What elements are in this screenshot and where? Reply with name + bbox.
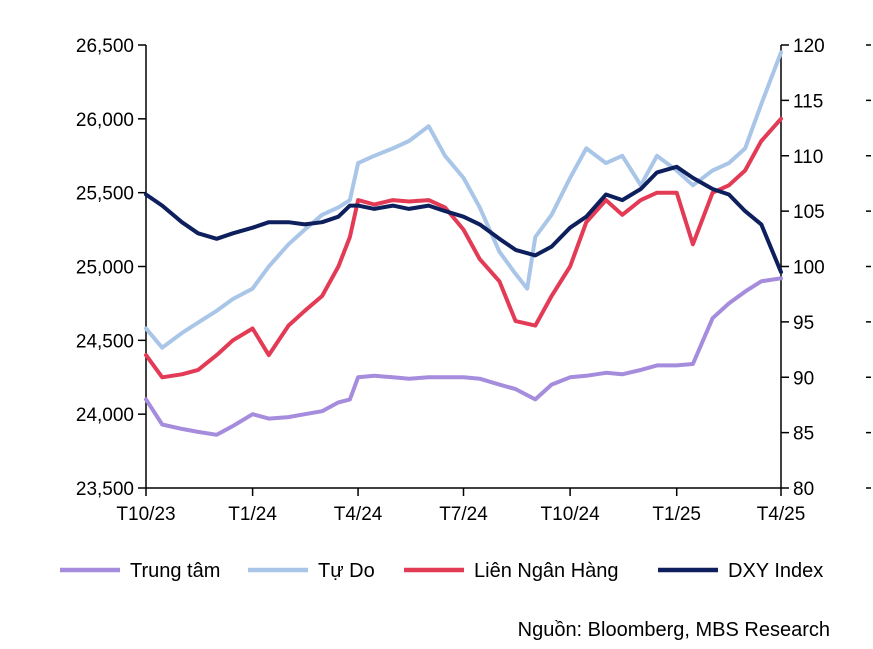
series-line-liên-ngân-hàng bbox=[144, 116, 783, 380]
y-left-tick-label: 24,000 bbox=[76, 405, 134, 426]
y-right-tick-label: 85 bbox=[793, 424, 814, 445]
y-right-tick-label: 115 bbox=[793, 91, 823, 112]
plot-area bbox=[144, 50, 783, 437]
x-tick-label: T4/24 bbox=[334, 504, 383, 525]
legend-label: Tự Do bbox=[318, 560, 375, 582]
x-tick-label: T7/24 bbox=[439, 504, 488, 525]
y-left-tick-label: 23,500 bbox=[76, 479, 134, 500]
y-left-tick-label: 26,500 bbox=[76, 36, 134, 57]
x-tick-label: T1/24 bbox=[228, 504, 277, 525]
y-right-tick-label: 105 bbox=[793, 202, 825, 223]
y-right-tick-label: 120 bbox=[793, 36, 825, 57]
legend-label: DXY Index bbox=[728, 560, 823, 582]
y-right-tick-label: 100 bbox=[793, 258, 825, 279]
x-tick-label: T10/23 bbox=[116, 504, 175, 525]
y-right-tick-label: 80 bbox=[793, 479, 814, 500]
x-tick-label: T1/25 bbox=[652, 504, 701, 525]
x-tick-label: T10/24 bbox=[541, 504, 601, 525]
series-line-trung-tâm bbox=[144, 276, 783, 437]
y-left-tick-label: 25,500 bbox=[76, 184, 134, 205]
y-right-tick-label: 95 bbox=[793, 313, 814, 334]
y-left-tick-label: 25,000 bbox=[76, 258, 134, 279]
y-left-tick-label: 26,000 bbox=[76, 110, 134, 131]
series-line-tự-do bbox=[144, 50, 783, 350]
legend-label: Liên Ngân Hàng bbox=[474, 560, 619, 582]
y-right-tick-label: 110 bbox=[793, 147, 823, 168]
y-left-tick-label: 24,500 bbox=[76, 331, 134, 352]
series-line-dxy-index bbox=[144, 164, 783, 274]
x-tick-label: T4/25 bbox=[757, 504, 806, 525]
legend: Trung tâm Tự Do Liên Ngân Hàng DXY Index bbox=[60, 560, 823, 582]
source-note: Nguồn: Bloomberg, MBS Research bbox=[517, 619, 830, 641]
legend-label: Trung tâm bbox=[130, 560, 220, 582]
axes: 23,500 24,000 24,500 25,000 25,500 26,000 26,5… bbox=[76, 36, 871, 525]
y-right-tick-label: 90 bbox=[793, 368, 814, 389]
